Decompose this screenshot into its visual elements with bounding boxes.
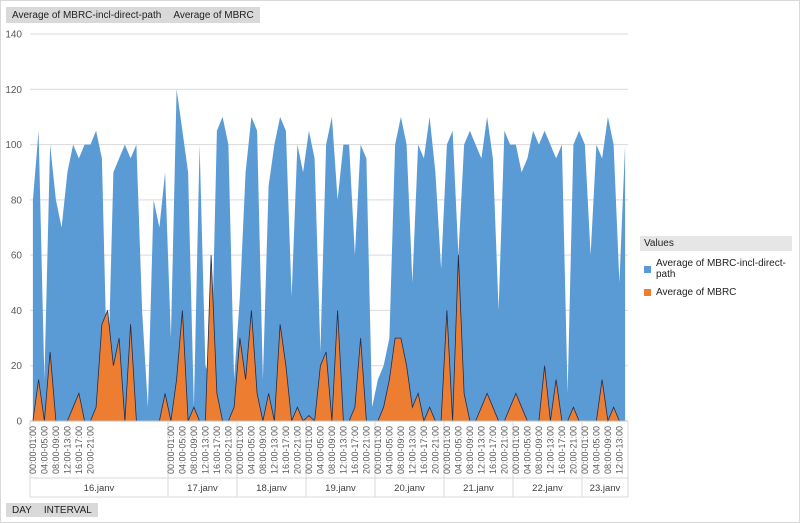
x-tick-label: 12:00-13:00 — [269, 426, 279, 474]
day-label: 22.janv — [532, 483, 563, 494]
x-tick-label: 20:00-21:00 — [223, 426, 233, 474]
x-tick-label: 00:00-01:00 — [580, 426, 590, 474]
x-tick-label: 00:00-01:00 — [373, 426, 383, 474]
legend-swatch-blue — [644, 265, 651, 273]
legend: Values Average of MBRC-incl-direct-path … — [640, 236, 792, 298]
x-tick-label: 04:00-05:00 — [39, 426, 49, 474]
y-tick-label: 140 — [5, 30, 22, 41]
x-tick-label: 00:00-01:00 — [235, 426, 245, 474]
x-tick-label: 04:00-05:00 — [591, 426, 601, 474]
x-tick-label: 16:00-17:00 — [557, 426, 567, 474]
x-tick-label: 12:00-13:00 — [407, 426, 417, 474]
x-tick-label: 08:00-09:00 — [465, 426, 475, 474]
y-tick-label: 120 — [5, 85, 22, 96]
x-tick-label: 16:00-17:00 — [74, 426, 84, 474]
x-tick-label: 20:00-21:00 — [292, 426, 302, 474]
x-tick-label: 04:00-05:00 — [177, 426, 187, 474]
legend-title: Values — [640, 236, 792, 251]
value-field-well: Average of MBRC-incl-direct-path Average… — [6, 7, 260, 23]
x-tick-label: 16:00-17:00 — [212, 426, 222, 474]
day-label: 19.janv — [325, 483, 356, 494]
x-tick-label: 00:00-01:00 — [511, 426, 521, 474]
x-tick-label: 08:00-09:00 — [534, 426, 544, 474]
day-label: 20.janv — [394, 483, 425, 494]
x-tick-label: 00:00-01:00 — [166, 426, 176, 474]
x-tick-label: 16:00-17:00 — [281, 426, 291, 474]
x-tick-label: 12:00-13:00 — [545, 426, 555, 474]
x-tick-label: 00:00-01:00 — [442, 426, 452, 474]
x-tick-label: 16:00-17:00 — [419, 426, 429, 474]
x-tick-label: 08:00-09:00 — [603, 426, 613, 474]
x-tick-label: 20:00-21:00 — [430, 426, 440, 474]
x-tick-label: 04:00-05:00 — [453, 426, 463, 474]
legend-item-mbrc-incl-direct-path[interactable]: Average of MBRC-incl-direct-path — [640, 258, 792, 280]
x-tick-label: 04:00-05:00 — [384, 426, 394, 474]
x-tick-label: 16:00-17:00 — [350, 426, 360, 474]
y-tick-label: 80 — [11, 195, 23, 206]
day-label: 21.janv — [463, 483, 494, 494]
y-tick-label: 100 — [5, 140, 22, 151]
x-tick-label: 20:00-21:00 — [499, 426, 509, 474]
x-tick-label: 12:00-13:00 — [62, 426, 72, 474]
field-button-day[interactable]: DAY — [12, 504, 32, 516]
x-tick-label: 12:00-13:00 — [614, 426, 624, 474]
legend-label: Average of MBRC-incl-direct-path — [656, 258, 786, 280]
y-tick-label: 40 — [11, 306, 23, 317]
legend-swatch-orange — [644, 289, 651, 296]
x-tick-label: 20:00-21:00 — [361, 426, 371, 474]
y-tick-label: 60 — [11, 251, 23, 262]
x-tick-label: 20:00-21:00 — [568, 426, 578, 474]
x-tick-label: 12:00-13:00 — [476, 426, 486, 474]
y-tick-label: 20 — [11, 361, 23, 372]
x-tick-label: 08:00-09:00 — [258, 426, 268, 474]
x-tick-label: 16:00-17:00 — [488, 426, 498, 474]
day-label: 17.janv — [187, 483, 218, 494]
x-tick-label: 08:00-09:00 — [327, 426, 337, 474]
x-tick-label: 08:00-09:00 — [396, 426, 406, 474]
x-tick-label: 12:00-13:00 — [200, 426, 210, 474]
x-tick-label: 20:00-21:00 — [85, 426, 95, 474]
y-tick-label: 0 — [16, 417, 22, 428]
field-button-mbrc[interactable]: Average of MBRC — [173, 9, 254, 21]
x-tick-label: 12:00-13:00 — [338, 426, 348, 474]
day-label: 23.janv — [590, 483, 621, 494]
legend-item-mbrc[interactable]: Average of MBRC — [640, 287, 792, 298]
series-areas — [32, 89, 626, 423]
x-tick-label: 08:00-09:00 — [189, 426, 199, 474]
axis-field-well: DAY INTERVAL — [6, 503, 98, 517]
day-label: 18.janv — [256, 483, 287, 494]
x-tick-label: 08:00-09:00 — [51, 426, 61, 474]
x-tick-label: 00:00-01:00 — [28, 426, 38, 474]
field-button-interval[interactable]: INTERVAL — [43, 504, 92, 516]
legend-label: Average of MBRC — [656, 287, 737, 298]
x-tick-label: 04:00-05:00 — [246, 426, 256, 474]
field-button-mbrc-incl-direct-path[interactable]: Average of MBRC-incl-direct-path — [12, 9, 162, 21]
x-tick-label: 04:00-05:00 — [522, 426, 532, 474]
x-tick-label: 04:00-05:00 — [315, 426, 325, 474]
x-tick-label: 00:00-01:00 — [304, 426, 314, 474]
day-label: 16.janv — [84, 483, 115, 494]
